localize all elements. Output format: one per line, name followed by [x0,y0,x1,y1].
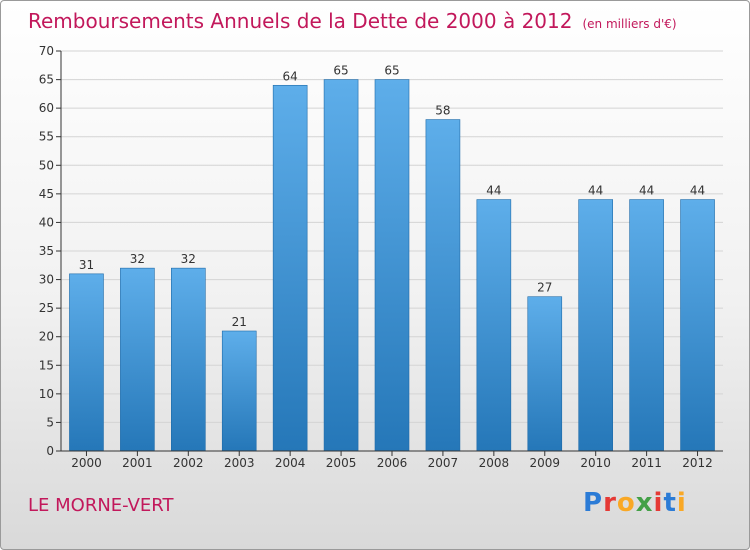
x-tick-label-2010: 2010 [580,456,611,470]
y-tick-label: 35 [39,244,54,258]
x-tick-label-2009: 2009 [529,456,560,470]
y-tick-label: 20 [39,330,54,344]
bars [69,79,715,452]
data-label-2002: 32 [181,252,196,266]
y-tick-label: 30 [39,273,54,287]
y-tick-label: 10 [39,387,54,401]
labels: 0 5 10 15 20 25 30 35 40 45 50 55 60 65 70 31 2000 32 2001… [39,44,713,470]
y-tick-label: 40 [39,215,54,229]
x-tick-label-2008: 2008 [479,456,510,470]
title-unit: (en milliers d'€) [582,17,677,31]
logo-letter: P [583,488,604,518]
y-tick-label: 60 [39,101,54,115]
bar-2009 [527,296,563,452]
x-tick-label-2000: 2000 [71,456,102,470]
y-tick-label: 45 [39,187,54,201]
data-label-2009: 27 [537,281,552,295]
y-tick-label: 5 [46,415,54,429]
bar-2006 [374,79,410,452]
bar-2002 [171,267,206,452]
data-label-2011: 44 [639,184,654,198]
y-tick-label: 25 [39,301,54,315]
proxiti-logo: Proxiti [583,488,687,518]
data-label-2007: 58 [435,104,450,118]
logo-letter: i [676,488,687,518]
bar-2010 [578,199,613,452]
y-tick-label: 50 [39,158,54,172]
data-label-2006: 65 [384,64,399,78]
chart-title: Remboursements Annuels de la Dette de 20… [28,9,677,33]
data-label-2003: 21 [232,315,247,329]
data-label-2010: 44 [588,184,603,198]
data-label-2000: 31 [79,258,94,272]
logo-letter: i [653,488,664,518]
bar-2011 [629,199,664,452]
y-tick-label: 55 [39,130,54,144]
x-tick-label-2007: 2007 [428,456,459,470]
bar-2003 [221,330,257,452]
x-tick-label-2006: 2006 [377,456,408,470]
data-label-2004: 64 [283,69,298,83]
x-tick-label-2005: 2005 [326,456,357,470]
y-tick-label: 70 [39,44,54,58]
x-tick-label-2004: 2004 [275,456,306,470]
x-tick-label-2012: 2012 [682,456,713,470]
bar-2000 [69,273,104,452]
logo-letter: r [603,488,617,518]
data-label-2012: 44 [690,184,705,198]
bar-2012 [680,199,715,452]
bar-2001 [120,267,155,452]
bar-2007 [425,119,461,452]
x-tick-label-2011: 2011 [631,456,662,470]
logo-letter: t [663,488,677,518]
data-label-2005: 65 [333,64,348,78]
title-main: Remboursements Annuels de la Dette de 20… [28,9,573,33]
place-label: LE MORNE-VERT [28,495,174,516]
axes [56,50,723,456]
y-tick-label: 65 [39,73,54,87]
x-tick-label-2001: 2001 [122,456,153,470]
x-tick-label-2003: 2003 [224,456,255,470]
bar-2005 [323,79,359,452]
bar-2004 [272,84,308,452]
y-tick-label: 15 [39,358,54,372]
bar-2008 [476,199,512,452]
y-tick-label: 0 [46,444,54,458]
logo-letter: o [616,488,636,518]
data-label-2001: 32 [130,252,145,266]
data-label-2008: 44 [486,184,501,198]
logo-letter: x [635,488,654,518]
x-tick-label-2002: 2002 [173,456,204,470]
